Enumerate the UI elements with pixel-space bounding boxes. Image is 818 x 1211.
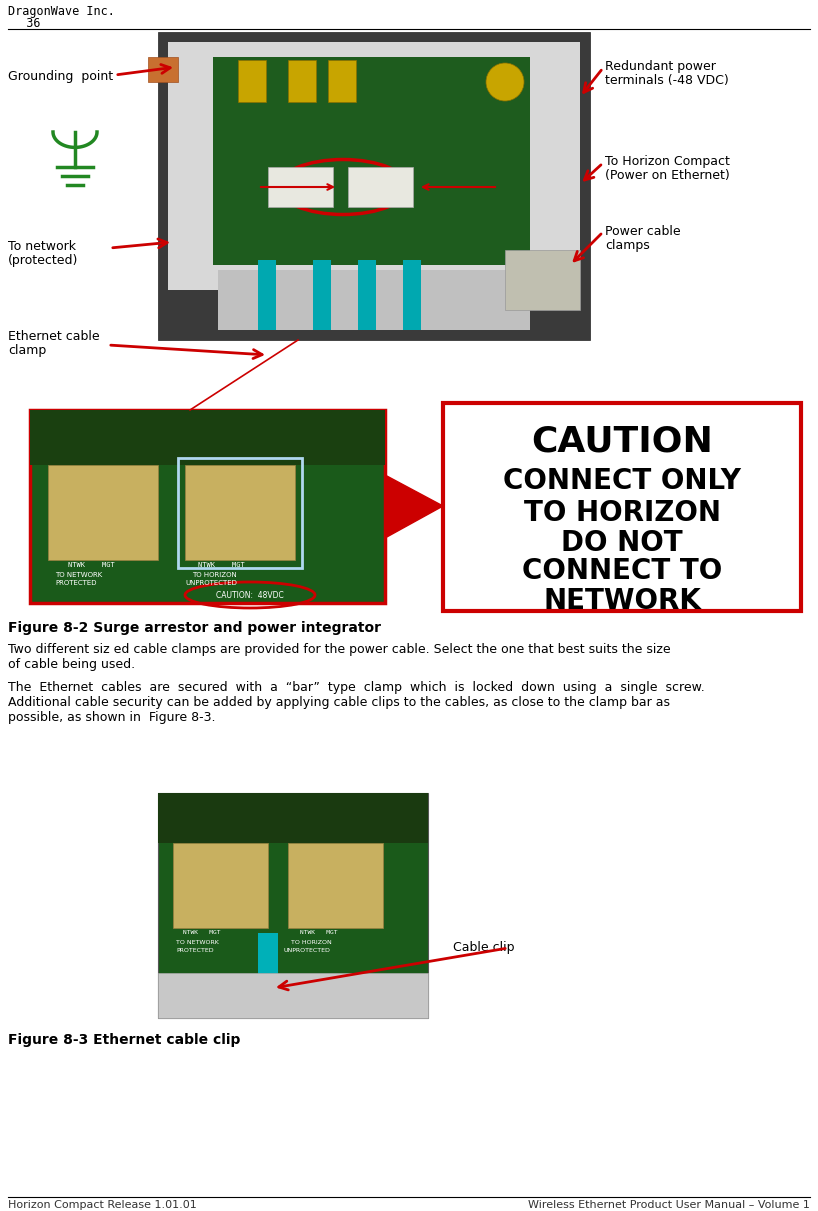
Text: TO HORIZON: TO HORIZON	[524, 499, 721, 527]
Bar	[158, 31, 590, 340]
Bar	[30, 411, 385, 603]
Text: TO HORIZON: TO HORIZON	[291, 940, 332, 945]
Text: PROTECTED: PROTECTED	[176, 948, 213, 953]
Bar	[288, 843, 383, 928]
Bar	[213, 57, 530, 265]
Text: Power cable: Power cable	[605, 225, 681, 239]
Text: Ethernet cable: Ethernet cable	[8, 331, 100, 343]
Text: NTWK   MGT: NTWK MGT	[183, 930, 221, 935]
Text: 36: 36	[12, 17, 41, 30]
Text: NETWORK: NETWORK	[543, 587, 701, 615]
Text: NTWK    MGT: NTWK MGT	[68, 562, 115, 568]
Bar	[168, 42, 580, 289]
Text: Additional cable security can be added by applying cable clips to the cables, as: Additional cable security can be added b…	[8, 696, 670, 708]
Bar	[348, 167, 413, 207]
Text: Redundant power: Redundant power	[605, 61, 716, 73]
Text: NTWK    MGT: NTWK MGT	[198, 562, 245, 568]
Text: DO NOT: DO NOT	[561, 529, 683, 557]
Bar	[358, 260, 376, 331]
Bar	[505, 249, 580, 310]
Bar	[443, 403, 801, 612]
Text: DragonWave Inc.: DragonWave Inc.	[8, 5, 115, 18]
Text: Horizon Compact Release 1.01.01: Horizon Compact Release 1.01.01	[8, 1200, 197, 1210]
Bar	[268, 167, 333, 207]
Text: clamps: clamps	[605, 239, 649, 252]
Text: PROTECTED: PROTECTED	[55, 580, 97, 586]
Text: (Power on Ethernet): (Power on Ethernet)	[605, 170, 730, 182]
Bar	[218, 270, 530, 331]
Bar	[403, 260, 421, 331]
Bar	[148, 57, 178, 82]
Text: Figure 8-3 Ethernet cable clip: Figure 8-3 Ethernet cable clip	[8, 1033, 240, 1048]
Bar	[313, 260, 331, 331]
Bar	[158, 793, 428, 843]
Bar	[328, 61, 356, 102]
Text: UNPROTECTED: UNPROTECTED	[185, 580, 237, 586]
Text: Two different siz ed cable clamps are provided for the power cable. Select the o: Two different siz ed cable clamps are pr…	[8, 643, 671, 656]
Text: To Horizon Compact: To Horizon Compact	[605, 155, 730, 168]
Text: possible, as shown in  Figure 8-3.: possible, as shown in Figure 8-3.	[8, 711, 215, 724]
Bar	[30, 411, 385, 465]
Bar	[158, 793, 428, 1018]
Bar	[258, 932, 278, 983]
Text: Figure 8-2 Surge arrestor and power integrator: Figure 8-2 Surge arrestor and power inte…	[8, 621, 381, 635]
Text: TO HORIZON: TO HORIZON	[192, 572, 236, 578]
Text: To network: To network	[8, 240, 76, 253]
Text: The  Ethernet  cables  are  secured  with  a  “bar”  type  clamp  which  is  loc: The Ethernet cables are secured with a “…	[8, 681, 705, 694]
Text: of cable being used.: of cable being used.	[8, 658, 135, 671]
Bar	[173, 843, 268, 928]
Bar	[258, 260, 276, 331]
Text: Wireless Ethernet Product User Manual – Volume 1: Wireless Ethernet Product User Manual – …	[528, 1200, 810, 1210]
Bar	[288, 61, 316, 102]
Bar	[178, 458, 302, 568]
Text: CAUTION:  48VDC: CAUTION: 48VDC	[216, 591, 284, 599]
Bar	[48, 465, 158, 559]
Bar	[238, 61, 266, 102]
Text: TO NETWORK: TO NETWORK	[176, 940, 219, 945]
Ellipse shape	[486, 63, 524, 101]
Text: (protected): (protected)	[8, 254, 79, 266]
Text: TO NETWORK: TO NETWORK	[55, 572, 102, 578]
Text: CAUTION: CAUTION	[531, 424, 713, 458]
Ellipse shape	[260, 980, 276, 995]
Text: terminals (-48 VDC): terminals (-48 VDC)	[605, 74, 729, 87]
Bar	[158, 972, 428, 1018]
Polygon shape	[385, 475, 443, 538]
Text: UNPROTECTED: UNPROTECTED	[283, 948, 330, 953]
Text: Cable clip: Cable clip	[453, 941, 515, 954]
Text: CONNECT TO: CONNECT TO	[522, 557, 722, 585]
Text: CONNECT ONLY: CONNECT ONLY	[503, 467, 741, 495]
Bar	[185, 465, 295, 559]
Text: clamp: clamp	[8, 344, 47, 357]
Text: NTWK   MGT: NTWK MGT	[300, 930, 338, 935]
Text: Grounding  point: Grounding point	[8, 70, 113, 84]
